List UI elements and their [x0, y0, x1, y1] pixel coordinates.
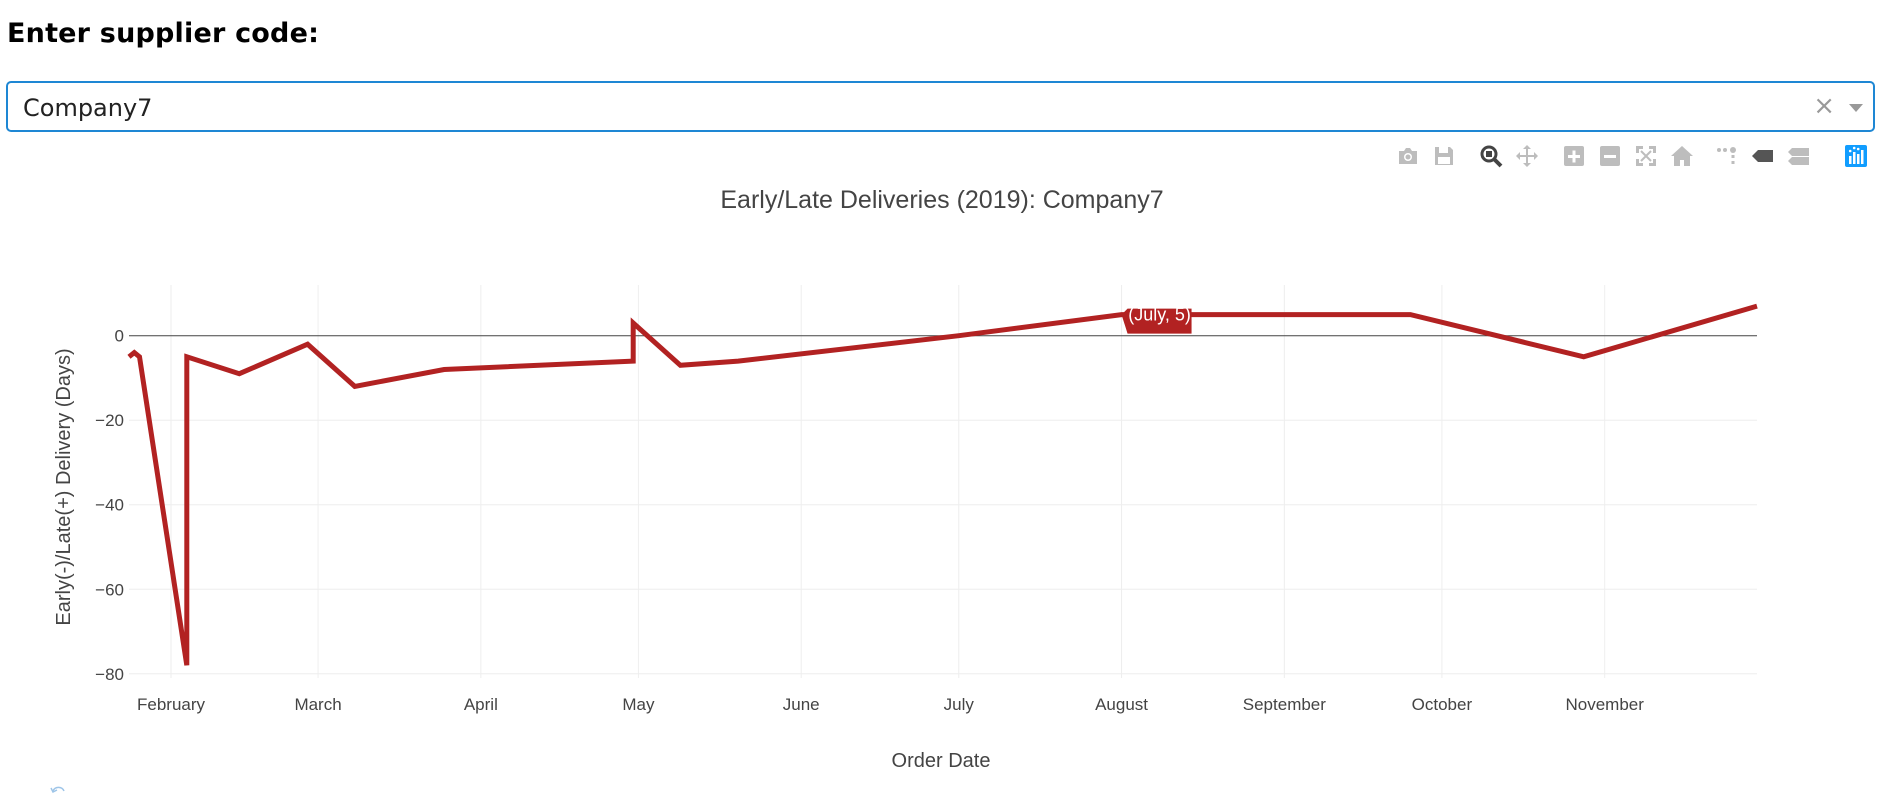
spike-lines-icon[interactable] [1713, 143, 1739, 169]
x-tick-label: August [1095, 695, 1148, 714]
y-tick-label: 0 [115, 327, 124, 346]
supplier-dropdown[interactable]: Company7 × [6, 81, 1875, 132]
ticks-layer: February March April May June July August Septe… [95, 327, 1644, 714]
x-tick-label: May [622, 695, 655, 714]
chevron-down-icon[interactable] [1849, 104, 1863, 112]
y-axis-title: Early(-)/Late(+) Delivery (Days) [53, 348, 75, 625]
x-tick-label: April [464, 695, 498, 714]
hover-closest-icon[interactable] [1749, 143, 1775, 169]
x-axis-title: Order Date [892, 750, 991, 772]
zoom-icon[interactable] [1478, 143, 1504, 169]
undo-icon[interactable] [50, 785, 68, 798]
plotly-logo-icon[interactable] [1843, 143, 1869, 169]
zoom-out-icon[interactable] [1597, 143, 1623, 169]
chart-title: Early/Late Deliveries (2019): Company7 [720, 186, 1163, 214]
x-tick-label: November [1565, 695, 1644, 714]
chart-modebar [1395, 143, 1875, 169]
x-tick-label: February [137, 695, 206, 714]
grid-layer [129, 285, 1757, 678]
delivery-chart: Early/Late Deliveries (2019): Company7 F… [53, 186, 1758, 772]
x-tick-label: March [294, 695, 341, 714]
y-tick-label: −60 [95, 580, 124, 599]
y-tick-label: −20 [95, 411, 124, 430]
hover-compare-icon[interactable] [1785, 143, 1811, 169]
reset-axes-icon[interactable] [1669, 143, 1695, 169]
hover-label: (July, 5) [1128, 305, 1191, 325]
series-layer [127, 303, 1758, 666]
zoom-in-icon[interactable] [1561, 143, 1587, 169]
hover-tooltip: (July, 5) [1121, 305, 1192, 334]
y-tick-label: −80 [95, 665, 124, 684]
supplier-dropdown-value: Company7 [23, 94, 153, 122]
y-tick-label: −40 [95, 496, 124, 515]
supplier-code-heading: Enter supplier code: [7, 18, 320, 49]
hover-box [1121, 308, 1192, 334]
autoscale-icon[interactable] [1633, 143, 1659, 169]
save-icon[interactable] [1431, 143, 1457, 169]
x-tick-label: June [783, 695, 820, 714]
x-tick-label: September [1243, 695, 1326, 714]
delivery-series-line [127, 303, 1758, 666]
pan-icon[interactable] [1514, 143, 1540, 169]
clear-icon[interactable]: × [1813, 91, 1835, 121]
x-tick-label: October [1412, 695, 1473, 714]
x-tick-label: July [944, 695, 975, 714]
camera-icon[interactable] [1395, 143, 1421, 169]
